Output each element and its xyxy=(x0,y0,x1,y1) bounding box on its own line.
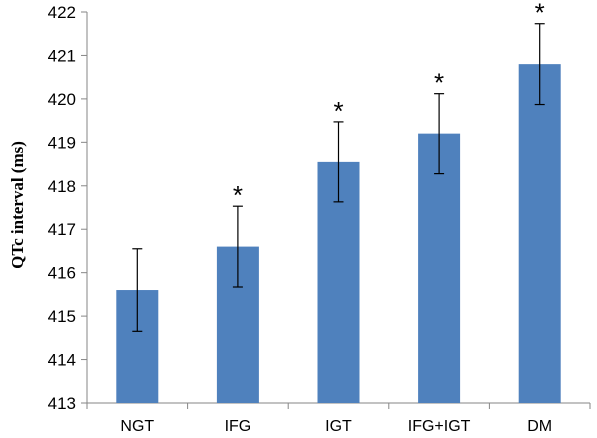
bars: * * * * xyxy=(116,0,561,403)
bar-dm xyxy=(518,64,561,403)
significance-marker: * xyxy=(333,96,343,126)
y-tick-label: 418 xyxy=(48,177,76,196)
y-tick-label: 422 xyxy=(48,3,76,22)
y-tick-label: 416 xyxy=(48,264,76,283)
x-tick-label: IFG+IGT xyxy=(408,418,471,435)
bar-ifg-igt xyxy=(418,133,461,403)
y-tick-label: 420 xyxy=(48,90,76,109)
y-tick-label: 419 xyxy=(48,133,76,152)
x-tick-label: NGT xyxy=(120,418,154,435)
significance-marker: * xyxy=(535,0,545,28)
x-tick-label: IFG xyxy=(225,418,252,435)
x-axis: NGT IFG IGT IFG+IGT DM xyxy=(86,402,591,435)
y-tick-label: 415 xyxy=(48,307,76,326)
y-tick-label: 417 xyxy=(48,220,76,239)
x-tick-label: DM xyxy=(527,418,552,435)
y-tick-label: 414 xyxy=(48,351,76,370)
y-tick-label: 421 xyxy=(48,46,76,65)
x-tick-label: IGT xyxy=(325,418,352,435)
y-axis-title: QTc interval (ms) xyxy=(8,141,27,269)
significance-marker: * xyxy=(434,68,444,98)
y-axis: 413 414 415 416 417 418 419 420 421 422 xyxy=(48,3,88,413)
significance-marker: * xyxy=(233,180,243,210)
y-tick-label: 413 xyxy=(48,394,76,413)
